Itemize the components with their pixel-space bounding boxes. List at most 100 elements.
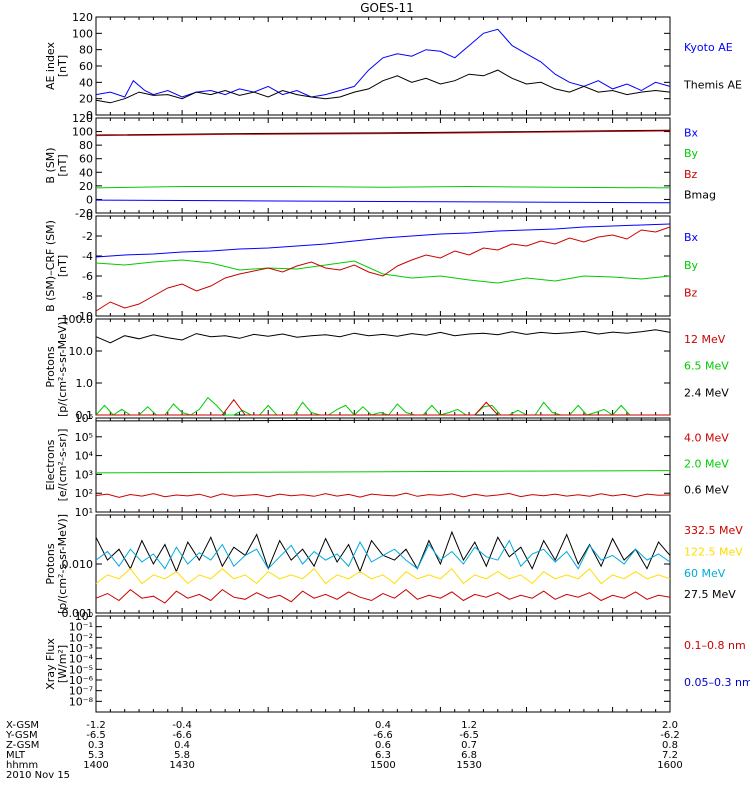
footer-value: 7.2 bbox=[662, 750, 678, 761]
legend-entry: 12 MeV bbox=[684, 333, 726, 346]
footer-value: 0.6 bbox=[375, 740, 391, 751]
footer-value: 0.8 bbox=[662, 740, 678, 751]
legend-entry: 2.4 MeV bbox=[684, 386, 729, 399]
series-line-kyoto-ae bbox=[95, 28, 671, 98]
footer-value: -1.2 bbox=[86, 720, 106, 731]
legend-entry: Bx bbox=[684, 231, 699, 244]
y-tick-label: 10⁻² bbox=[69, 631, 93, 644]
y-tick-label: 0.001 bbox=[62, 607, 94, 620]
series-line-2-4-mev bbox=[95, 329, 671, 344]
panel-frame-0 bbox=[95, 16, 671, 116]
footer-value: -6.6 bbox=[373, 730, 393, 741]
series-line-4-0-mev bbox=[95, 492, 671, 498]
series-line-0-6-mev bbox=[95, 419, 671, 422]
y-tick-label: 10⁻⁴ bbox=[69, 653, 94, 666]
series-line-bx bbox=[95, 223, 671, 258]
footer-value: 2.0 bbox=[662, 720, 678, 731]
footer-row-label: Y-GSM bbox=[5, 730, 38, 741]
y-tick-label: 20 bbox=[79, 93, 93, 106]
footer-value: 0.4 bbox=[174, 740, 190, 751]
footer-date: 2010 Nov 15 bbox=[6, 770, 70, 781]
series-line-bmag bbox=[95, 129, 671, 136]
legend-entry: 0.6 MeV bbox=[684, 484, 729, 497]
y-axis-label: B (SM)–CRF (SM) bbox=[44, 220, 57, 312]
series-line-by bbox=[95, 185, 671, 189]
footer-value: 0.3 bbox=[88, 740, 104, 751]
footer-value: 6.3 bbox=[375, 750, 391, 761]
legend-entry: By bbox=[684, 259, 699, 272]
y-tick-label: 120 bbox=[72, 11, 93, 24]
panel-frame-6 bbox=[95, 615, 671, 713]
y-tick-label: 80 bbox=[79, 44, 93, 57]
y-tick-label: 10⁰ bbox=[75, 610, 94, 623]
footer-row-label: hhmm bbox=[6, 760, 38, 771]
y-tick-label: 10³ bbox=[75, 468, 93, 481]
legend-entry: Bx bbox=[684, 127, 699, 140]
y-tick-label: 10.0 bbox=[69, 345, 94, 358]
footer-value: 1400 bbox=[83, 760, 108, 771]
footer-value: 6.8 bbox=[461, 750, 477, 761]
y-axis-label: [nT] bbox=[56, 55, 69, 77]
series-line-by bbox=[95, 259, 671, 284]
panel-frame-5 bbox=[95, 514, 671, 614]
series-line-bz bbox=[95, 226, 671, 312]
legend-entry: Bz bbox=[684, 168, 698, 181]
y-tick-label: 60 bbox=[79, 153, 93, 166]
y-tick-label: -10 bbox=[75, 310, 93, 323]
y-axis-label: [p/(cm²-s-sr-MeV)] bbox=[56, 317, 69, 417]
y-axis-label: [p/(cm²-s-sr-MeV)] bbox=[56, 514, 69, 614]
series-line-60-mev bbox=[95, 539, 671, 570]
series-line-bz bbox=[95, 130, 671, 137]
y-tick-label: -6 bbox=[82, 270, 93, 283]
y-axis-label: Protons bbox=[44, 543, 57, 584]
footer-value: 5.3 bbox=[88, 750, 104, 761]
y-tick-label: 10⁵ bbox=[75, 431, 93, 444]
footer-value: -6.5 bbox=[459, 730, 479, 741]
panel-frame-3 bbox=[95, 318, 671, 416]
footer-value: 1430 bbox=[169, 760, 194, 771]
y-tick-label: -4 bbox=[82, 250, 93, 263]
y-tick-label: 10⁻³ bbox=[69, 642, 93, 655]
legend-entry: Bmag bbox=[684, 189, 716, 202]
footer-value: -6.5 bbox=[86, 730, 106, 741]
footer-value: 1.2 bbox=[461, 720, 477, 731]
y-axis-label: [e/(cm²-s-sr)] bbox=[56, 429, 69, 502]
y-tick-label: 40 bbox=[79, 76, 93, 89]
y-tick-label: 100.0 bbox=[62, 313, 94, 326]
y-tick-label: 10¹ bbox=[75, 506, 93, 519]
footer-value: 1530 bbox=[456, 760, 481, 771]
legend-entry: Kyoto AE bbox=[684, 41, 733, 54]
legend-entry: 0.05–0.3 nm bbox=[684, 676, 750, 689]
y-axis-label: [W/m²] bbox=[56, 645, 69, 683]
y-tick-label: 0.1 bbox=[76, 409, 94, 422]
series-line-12-mev bbox=[96, 398, 670, 416]
legend-entry: 60 MeV bbox=[684, 567, 726, 580]
y-tick-label: 120 bbox=[72, 112, 93, 125]
y-tick-label: 10⁴ bbox=[75, 450, 94, 463]
footer-value: 5.8 bbox=[174, 750, 190, 761]
y-tick-label: 20 bbox=[79, 180, 93, 193]
y-tick-label: 0 bbox=[86, 193, 93, 206]
legend-entry: Themis AE bbox=[683, 79, 742, 92]
y-axis-label: B (SM) bbox=[44, 147, 57, 183]
y-tick-label: 0.010 bbox=[62, 558, 94, 571]
footer-value: -6.6 bbox=[172, 730, 192, 741]
y-tick-label: 10⁶ bbox=[75, 412, 94, 425]
y-tick-label: -2 bbox=[82, 230, 93, 243]
y-axis-label: [nT] bbox=[56, 255, 69, 277]
y-tick-label: 10⁻⁸ bbox=[69, 695, 94, 708]
y-tick-label: 60 bbox=[79, 60, 93, 73]
legend-entry: 2.0 MeV bbox=[684, 458, 729, 471]
footer-value: -0.4 bbox=[172, 720, 192, 731]
series-line-122-5-mev bbox=[95, 567, 671, 585]
legend-entry: 27.5 MeV bbox=[684, 588, 736, 601]
y-axis-label: Electrons bbox=[44, 439, 57, 490]
y-axis-label: [nT] bbox=[56, 154, 69, 176]
footer-value: 1500 bbox=[370, 760, 395, 771]
series-line-332-5-mev bbox=[95, 588, 671, 604]
series-line-27-5-mev bbox=[95, 530, 671, 573]
legend-entry: 6.5 MeV bbox=[684, 360, 729, 373]
y-tick-label: 100 bbox=[72, 126, 93, 139]
